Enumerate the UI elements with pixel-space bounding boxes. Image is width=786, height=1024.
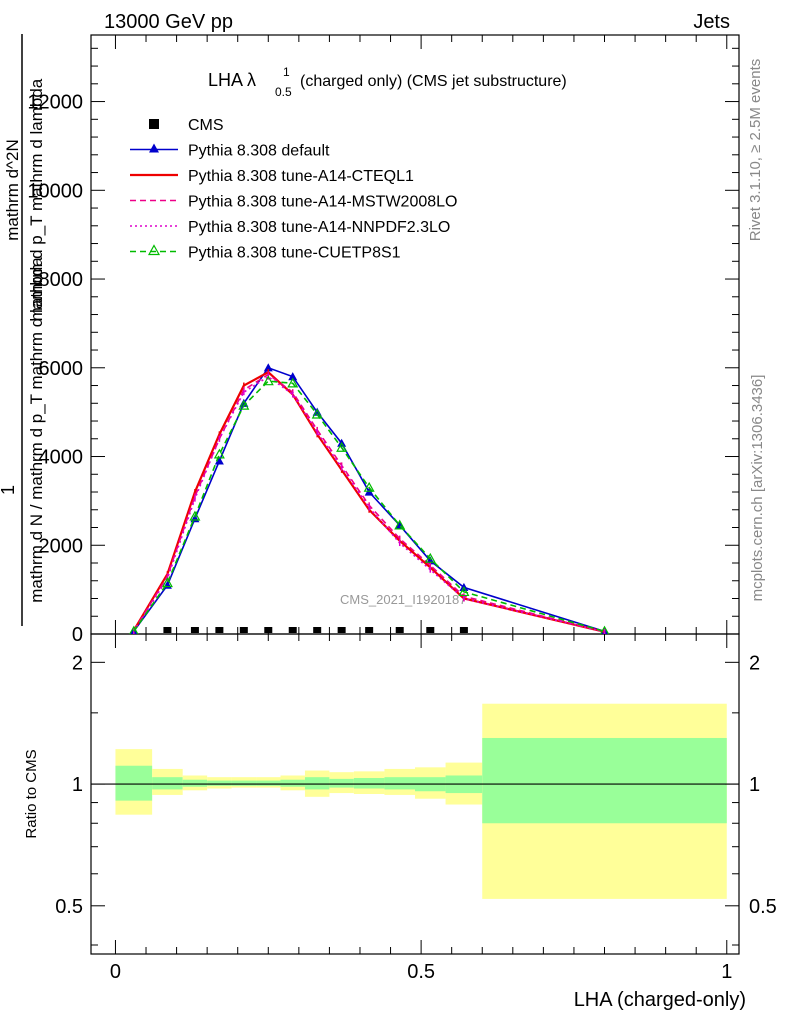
main-ytick-label: 8000 <box>39 269 84 291</box>
ratio-xtick-label: 0 <box>110 961 121 983</box>
ratio-band-inner <box>115 765 153 801</box>
energy-label: 13000 GeV pp <box>104 11 233 33</box>
ratio-band-inner <box>482 737 727 824</box>
plot-title: LHA λ <box>208 70 256 90</box>
series-point <box>262 375 274 386</box>
ratio-ytick-label: 0.5 <box>55 896 83 918</box>
legend-label: Pythia 8.308 default <box>188 143 330 160</box>
series-point <box>213 448 225 459</box>
series-point <box>287 377 299 388</box>
title-prefix: LHA λ <box>208 70 256 90</box>
cms-point <box>395 627 404 633</box>
ratio-band-inner <box>384 777 415 790</box>
main-ytick-label: 10000 <box>27 180 83 202</box>
ratio-ytick-label-right: 2 <box>749 652 760 674</box>
ylabel-numerator: mathrm d^2N <box>3 139 22 241</box>
legend: CMS Pythia 8.308 default Pythia 8.308 tune… <box>130 117 457 262</box>
ratio-band-inner <box>329 778 354 788</box>
title-subscript: 0.5 <box>275 85 292 99</box>
source-label: mcplots.cern.ch [arXiv:1306.3436] <box>749 375 766 602</box>
legend-label: Pythia 8.308 tune-A14-NNPDF2.3LO <box>188 219 450 236</box>
series-point <box>424 552 436 563</box>
series-point <box>263 363 273 372</box>
ratio-band-inner <box>152 777 183 790</box>
series-line-4 <box>133 380 605 633</box>
series-point <box>161 577 173 588</box>
cms-point <box>190 627 199 633</box>
ratio-band-inner <box>280 779 305 787</box>
cms-point <box>264 627 273 633</box>
cms-point <box>459 627 468 633</box>
main-ytick-label: 0 <box>72 624 83 646</box>
legend-label: Pythia 8.308 tune-CUETP8S1 <box>188 245 401 262</box>
legend-label: Pythia 8.308 tune-A14-CTEQL1 <box>188 168 414 185</box>
ylabel-denominator: mathrm d N / mathrm d p_T mathrm d lambd… <box>27 257 46 603</box>
series-line-0 <box>133 366 605 633</box>
cms-point <box>337 627 346 633</box>
legend-swatch-cms <box>149 119 159 129</box>
ratio-xtick-label: 0.5 <box>407 961 435 983</box>
ratio-band-inner <box>256 780 281 786</box>
process-label: Jets <box>693 11 730 33</box>
main-ytick-label: 6000 <box>39 358 84 380</box>
cms-point <box>288 627 297 633</box>
main-ytick-label: 12000 <box>27 92 83 114</box>
ratio-band-inner <box>207 780 232 786</box>
main-ytick-label: 4000 <box>39 447 84 469</box>
main-y-axis-label: 1 mathrm d^2N mathrm d p_T mathrm d lamb… <box>0 34 46 626</box>
cms-point <box>239 627 248 633</box>
series-point <box>238 399 250 410</box>
title-superscript: 1 <box>283 65 290 79</box>
ylabel-one: 1 <box>0 485 18 495</box>
ylabel-numerator-sub: mathrm d p_T mathrm d lambda <box>27 78 46 321</box>
series-point <box>336 441 348 452</box>
cms-point <box>163 627 172 633</box>
series-line-3 <box>133 375 605 633</box>
series-point <box>214 456 224 465</box>
cms-point <box>365 627 374 633</box>
ratio-ytick-label-right: 0.5 <box>749 896 777 918</box>
ratio-x-axis: 0 0.5 1 <box>110 634 732 983</box>
ratio-x-label: LHA (charged-only) <box>574 989 746 1011</box>
legend-label: CMS <box>188 117 224 134</box>
ratio-ytick-label-right: 1 <box>749 774 760 796</box>
ratio-band-inner <box>353 778 385 789</box>
cms-point <box>313 627 322 633</box>
series-point <box>311 408 323 419</box>
series-point <box>394 519 406 530</box>
rivet-version-label: Rivet 3.1.10, ≥ 2.5M events <box>747 59 764 242</box>
series-point <box>189 510 201 521</box>
ratio-plot-frame <box>90 633 740 955</box>
cms-data-points <box>163 627 468 633</box>
series-point <box>129 625 139 634</box>
ratio-band-inner <box>182 779 208 787</box>
series-layer <box>129 363 610 634</box>
ratio-band-inner <box>231 780 257 786</box>
main-ytick-label: 2000 <box>39 535 84 557</box>
ratio-y-axis: 0.5 0.5 1 1 2 2 <box>55 652 777 946</box>
ratio-ytick-label: 1 <box>72 774 83 796</box>
cms-point <box>215 627 224 633</box>
cms-point <box>426 627 435 633</box>
ratio-ytick-label: 2 <box>72 652 83 674</box>
ratio-xtick-label: 1 <box>721 961 732 983</box>
main-x-axis-ticks <box>114 35 728 634</box>
series-point <box>599 625 610 634</box>
legend-swatch-marker <box>147 244 161 256</box>
series-point <box>458 586 470 597</box>
series-point <box>363 481 375 492</box>
legend-swatch-marker <box>149 143 159 153</box>
title-suffix: (charged only) (CMS jet substructure) <box>300 73 567 90</box>
series-point <box>288 372 298 381</box>
ratio-bands <box>115 703 727 899</box>
ratio-band-inner <box>304 777 330 790</box>
analysis-watermark: CMS_2021_I1920187 <box>340 592 467 607</box>
legend-label: Pythia 8.308 tune-A14-MSTW2008LO <box>188 194 457 211</box>
series-line-2 <box>133 373 605 633</box>
main-y-axis: 0 2000 4000 6000 8000 10000 12000 <box>27 47 739 646</box>
ratio-y-label: Ratio to CMS <box>23 749 40 838</box>
